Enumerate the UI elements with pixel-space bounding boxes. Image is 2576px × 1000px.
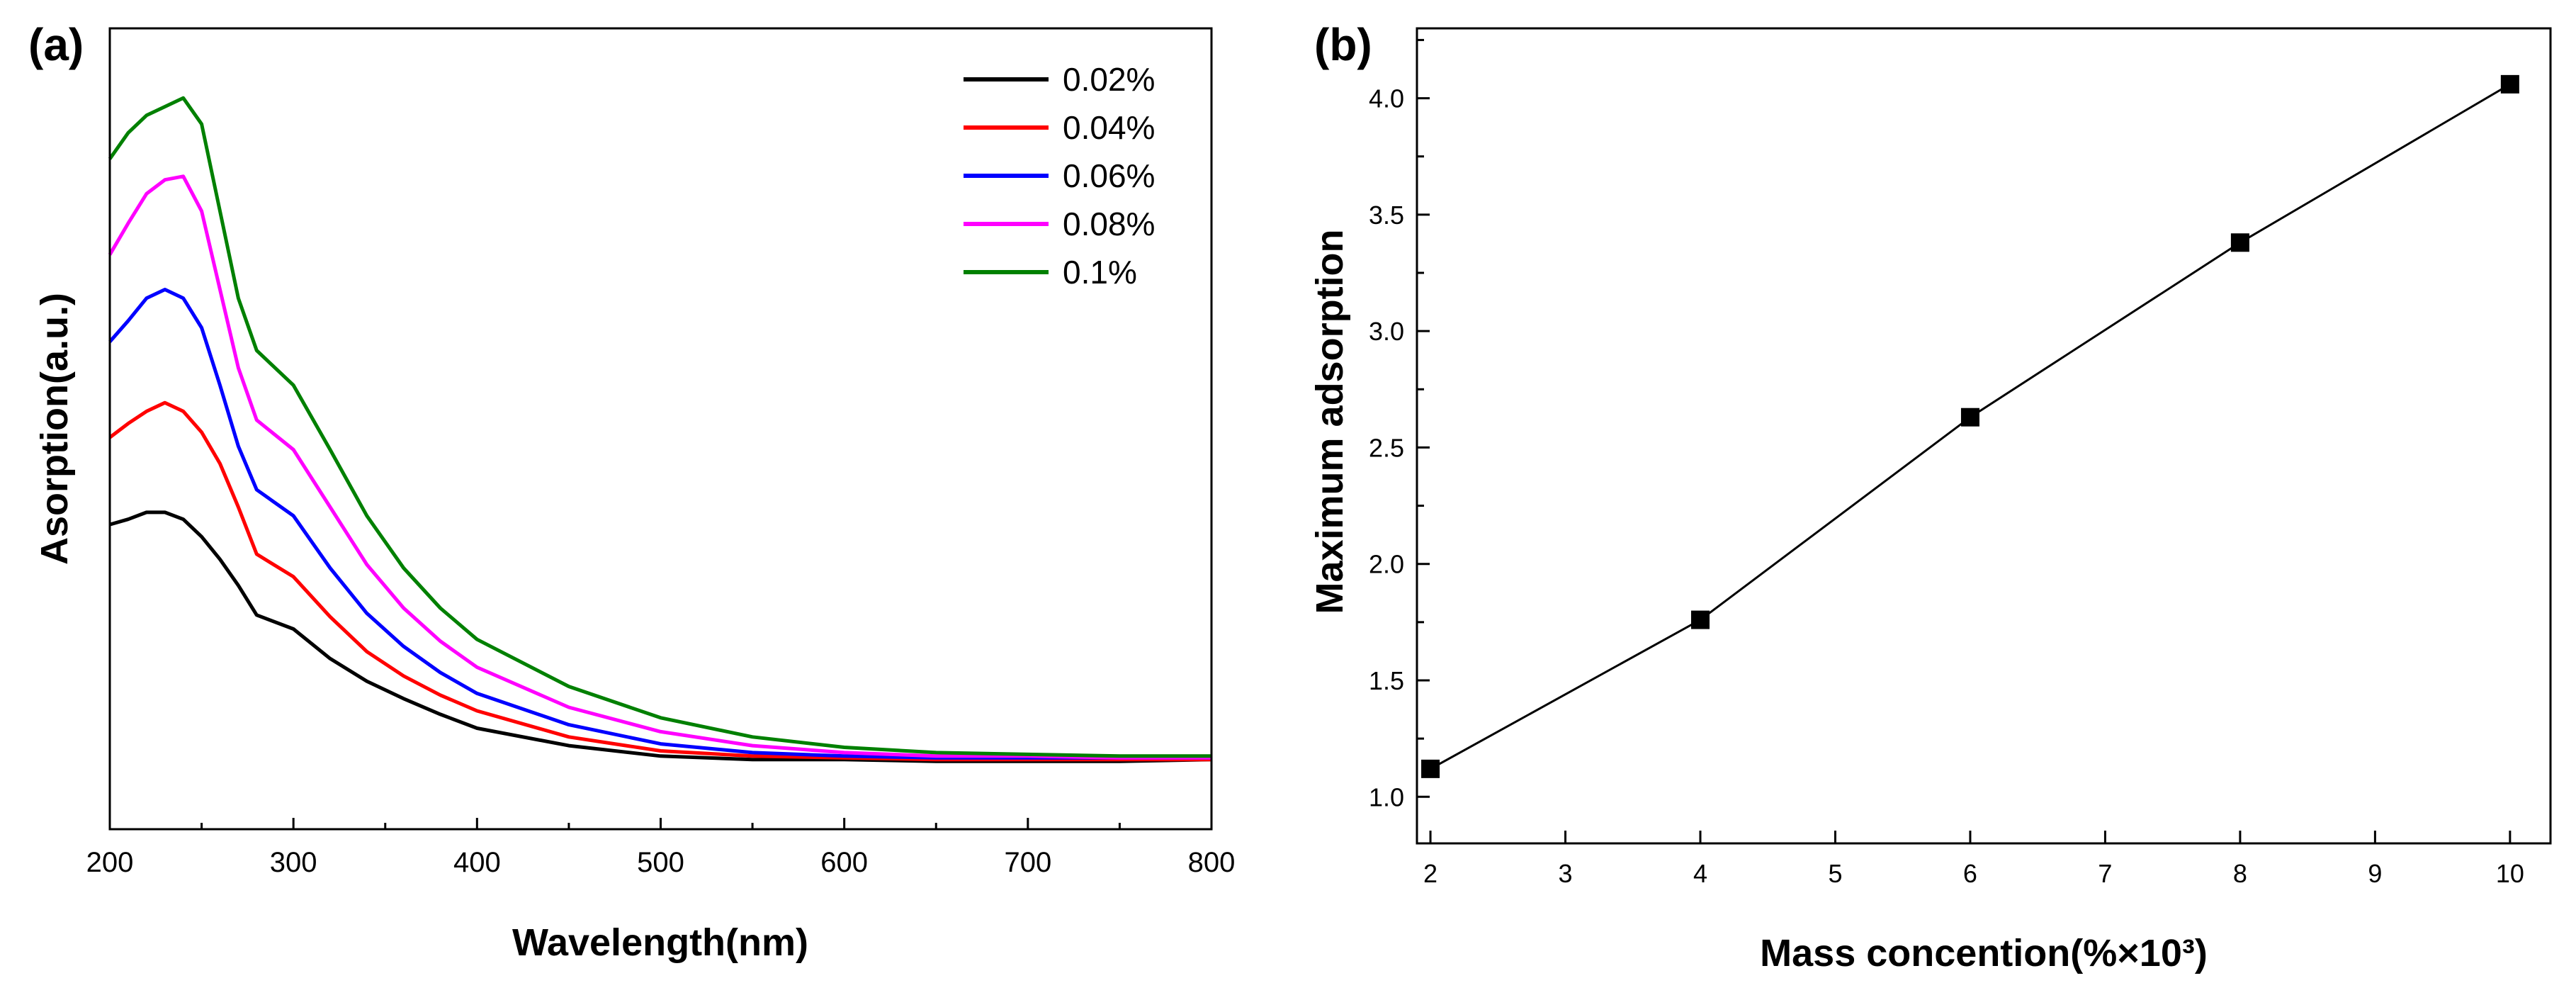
data-point-2	[1691, 610, 1710, 629]
x-tick-label: 400	[453, 847, 501, 878]
x-tick-label: 8	[2233, 859, 2247, 888]
legend-label-2: 0.04%	[1063, 109, 1155, 146]
data-point-5	[2500, 74, 2519, 94]
x-tick-label: 7	[2098, 859, 2112, 888]
data-point-3	[1960, 408, 1979, 427]
y-tick-label: 3.5	[1369, 201, 1404, 230]
data-point-1	[1421, 759, 1440, 778]
x-tick-label: 700	[1004, 847, 1051, 878]
x-tick-label: 10	[2496, 859, 2524, 888]
legend-label-5: 0.1%	[1063, 254, 1137, 291]
legend-label-3: 0.06%	[1063, 157, 1155, 194]
panel-a-label: (a)	[28, 19, 84, 70]
panel-a-y-axis-title: Asorption(a.u.)	[33, 293, 76, 565]
series-line-1	[109, 510, 1212, 763]
x-tick-label: 500	[637, 847, 684, 878]
series-line	[1430, 83, 2511, 770]
panel-b-y-axis: 1.0 1.5 2.0 2.5 3.0 3.5 4.0	[1369, 38, 1430, 811]
y-tick-label: 1.5	[1369, 666, 1404, 695]
panel-a-chart: (a) 200 300 400 500 600 700 800 Wavelength(nm)…	[28, 19, 1235, 964]
x-tick-label: 600	[820, 847, 868, 878]
x-tick-label: 3	[1559, 859, 1573, 888]
series-line-3	[108, 288, 1211, 760]
x-tick-label: 4	[1693, 859, 1707, 888]
panel-b-plot-frame	[1416, 27, 2552, 845]
y-tick-label: 3.0	[1369, 317, 1404, 346]
legend-label-1: 0.02%	[1063, 61, 1155, 98]
panel-b-x-axis: 2 3 4 5 6 7 8 9 10	[1423, 831, 2524, 888]
x-tick-label: 9	[2368, 859, 2382, 888]
panel-b-chart: (b) 1.0 1.5 2.0 2.5 3.0 3.5 4.0 2 3 4 5 6 7 8 9 10 Mas…	[1309, 19, 2552, 974]
series-line-4	[108, 174, 1211, 760]
data-point-4	[2230, 233, 2249, 252]
panel-a-plot-frame	[108, 27, 1213, 831]
panel-b-series	[1421, 74, 2519, 778]
panel-b-y-axis-title: Maximum adsorption	[1309, 229, 1351, 614]
series-line-5	[108, 96, 1211, 758]
panel-a-x-axis: 200 300 400 500 600 700 800	[86, 818, 1236, 878]
series-line-2	[108, 400, 1211, 762]
panel-a-series-lines	[108, 96, 1212, 763]
y-tick-label: 4.0	[1369, 84, 1404, 113]
panel-b-label: (b)	[1314, 19, 1372, 70]
x-tick-label: 200	[86, 847, 134, 878]
y-tick-label: 2.5	[1369, 433, 1404, 462]
x-tick-label: 6	[1963, 859, 1977, 888]
panel-b-x-axis-title: Mass concention(%×10³)	[1760, 932, 2208, 974]
legend-label-4: 0.08%	[1063, 206, 1155, 242]
panel-a-legend: 0.02% 0.04% 0.06% 0.08% 0.1%	[964, 61, 1155, 291]
panel-a-x-axis-title: Wavelength(nm)	[512, 921, 808, 964]
y-tick-label: 1.0	[1369, 782, 1404, 811]
y-tick-label: 2.0	[1369, 550, 1404, 579]
x-tick-label: 5	[1828, 859, 1842, 888]
x-tick-label: 800	[1188, 847, 1236, 878]
x-tick-label: 300	[270, 847, 317, 878]
x-tick-label: 2	[1423, 859, 1437, 888]
